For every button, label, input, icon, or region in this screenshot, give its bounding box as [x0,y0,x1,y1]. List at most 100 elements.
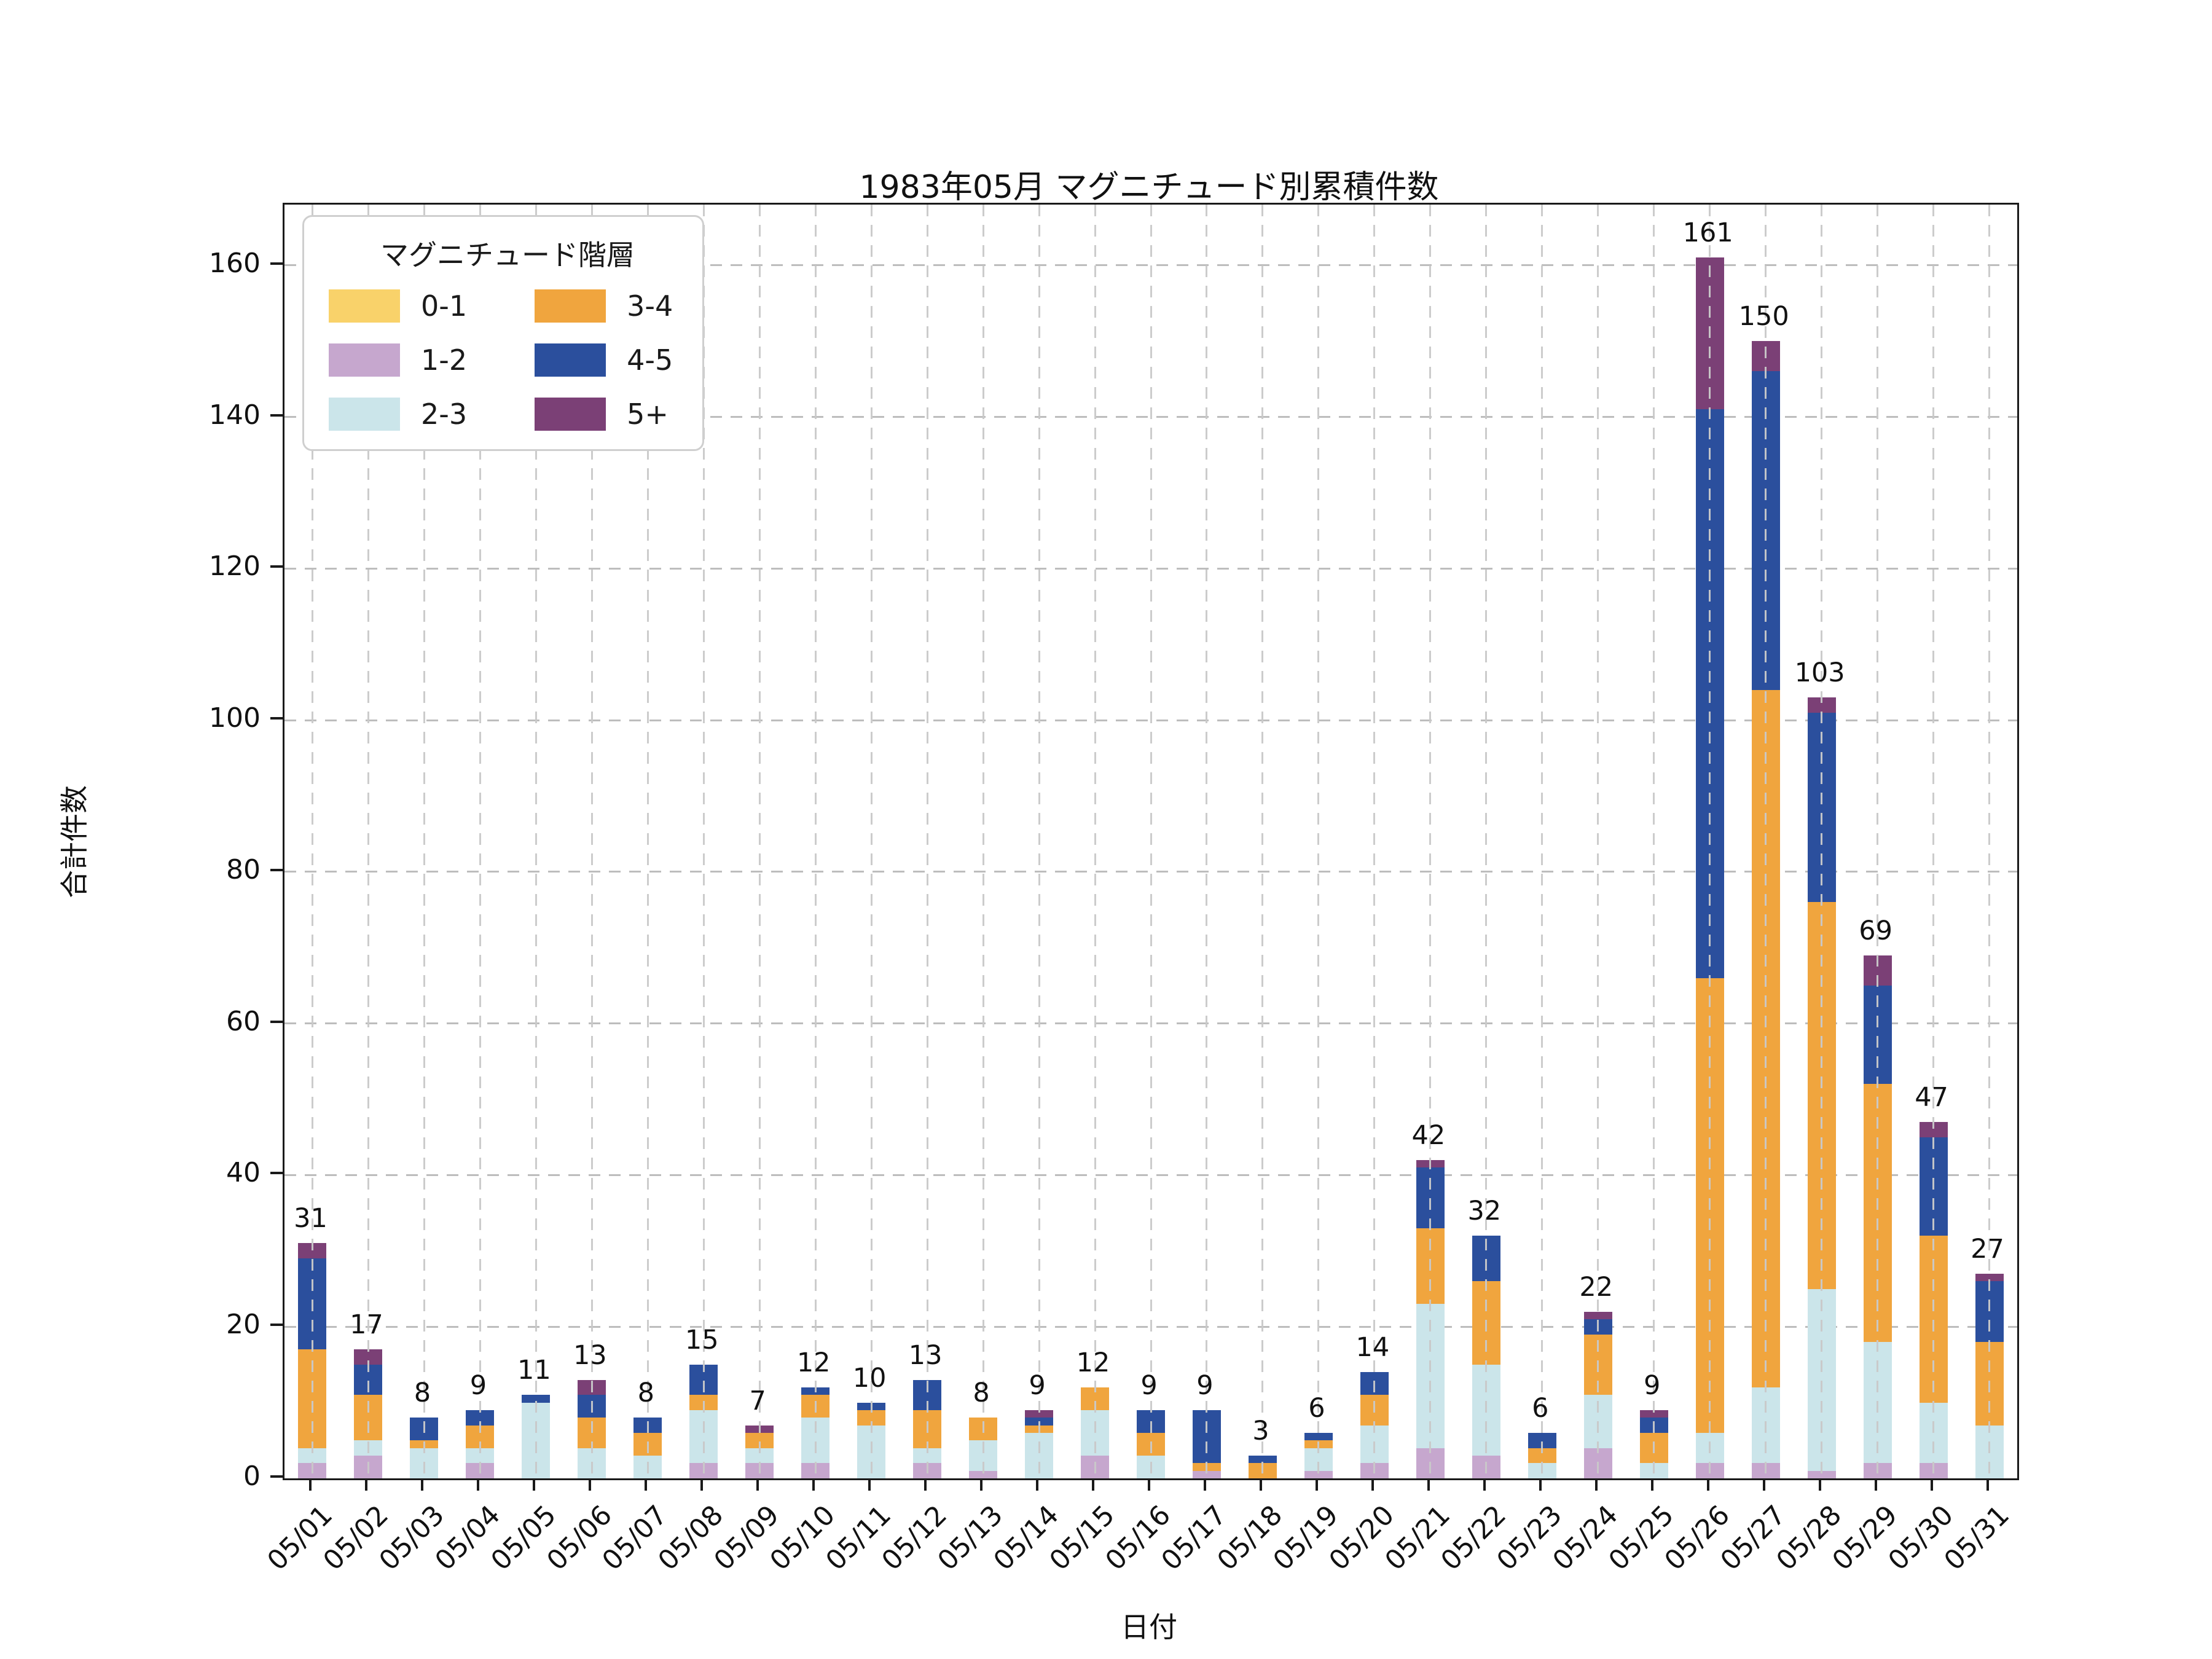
x-tick-mark [1986,1478,1989,1491]
bar-total-label: 9 [1140,1370,1158,1401]
legend-swatch-3-4 [535,289,606,323]
x-tick-mark [365,1478,368,1491]
vgridline-05/07 [646,205,649,1478]
x-tick-mark [309,1478,312,1491]
y-tick-label: 20 [226,1309,261,1341]
vgridline-05/14 [1038,205,1040,1478]
x-tick-mark [1315,1478,1318,1491]
vgridline-05/16 [1150,205,1152,1478]
x-tick-mark [1371,1478,1374,1491]
vgridline-05/11 [870,205,873,1478]
y-tick-mark [270,262,283,265]
x-tick-label: 05/15 [1043,1499,1121,1577]
x-tick-mark [645,1478,648,1491]
bar-total-label: 3 [1252,1415,1269,1446]
bar-total-label: 31 [294,1203,327,1234]
y-tick-label: 60 [226,1005,261,1037]
bar-total-label: 32 [1467,1196,1502,1227]
x-tick-label: 05/27 [1714,1499,1792,1577]
vgridline-05/27 [1765,205,1767,1478]
vgridline-05/06 [590,205,593,1478]
bar-total-label: 14 [1355,1332,1390,1363]
x-tick-mark [1706,1478,1709,1491]
vgridline-05/25 [1653,205,1655,1478]
x-tick-mark [700,1478,704,1491]
bar-total-label: 11 [517,1355,551,1386]
bar-total-label: 9 [469,1370,487,1401]
x-tick-label: 05/17 [1155,1499,1233,1577]
y-tick-mark [270,1475,283,1478]
vgridline-05/26 [1709,205,1711,1478]
x-tick-label: 05/22 [1435,1499,1513,1577]
x-tick-mark [1762,1478,1765,1491]
y-tick-label: 100 [209,702,261,734]
x-tick-label: 05/20 [1323,1499,1401,1577]
x-tick-label: 05/28 [1770,1499,1848,1577]
y-tick-label: 120 [209,551,261,582]
vgridline-05/31 [1988,205,1991,1478]
y-tick-mark [270,414,283,417]
x-tick-mark [1650,1478,1653,1491]
vgridline-05/29 [1877,205,1879,1478]
y-tick-mark [270,565,283,568]
legend-swatch-5+ [535,398,606,431]
vgridline-05/17 [1206,205,1208,1478]
x-tick-label: 05/12 [876,1499,954,1577]
x-tick-mark [868,1478,871,1491]
vgridline-05/10 [814,205,817,1478]
y-tick-label: 80 [226,853,261,885]
vgridline-05/19 [1317,205,1320,1478]
vgridline-05/12 [926,205,928,1478]
vgridline-05/24 [1597,205,1599,1478]
bar-total-label: 13 [908,1339,943,1371]
bar-total-label: 8 [414,1378,431,1409]
x-tick-mark [589,1478,592,1491]
y-tick-label: 0 [243,1461,261,1492]
bar-total-label: 42 [1411,1120,1446,1151]
legend-items: 0-1 1-2 2-3 3-4 4-5 5+ [329,289,673,431]
x-tick-mark [1259,1478,1262,1491]
x-tick-mark [980,1478,983,1491]
x-tick-label: 05/26 [1658,1499,1736,1577]
vgridline-05/04 [479,205,481,1478]
legend-swatch-0-1 [329,289,400,323]
x-tick-label: 05/01 [261,1499,339,1577]
plot-area [283,203,2019,1480]
x-tick-mark [477,1478,480,1491]
legend-label: 4-5 [627,343,673,377]
y-tick-mark [270,1172,283,1175]
legend-item-3-4: 3-4 [535,289,673,323]
bar-total-label: 12 [1076,1347,1110,1378]
x-tick-label: 05/31 [1938,1499,2015,1577]
bar-total-label: 12 [796,1347,831,1378]
bar-total-label: 10 [852,1362,887,1394]
x-tick-label: 05/19 [1267,1499,1345,1577]
y-tick-mark [270,1324,283,1327]
vgridline-05/13 [982,205,984,1478]
y-tick-mark [270,1020,283,1023]
x-tick-mark [1818,1478,1821,1491]
legend-label: 5+ [627,398,669,431]
x-tick-label: 05/30 [1882,1499,1959,1577]
x-tick-mark [1203,1478,1206,1491]
vgridline-05/18 [1261,205,1264,1478]
x-tick-mark [421,1478,424,1491]
y-tick-mark [270,717,283,720]
bar-total-label: 9 [1644,1370,1661,1401]
y-axis-label: 合計件数 [58,785,91,898]
x-tick-label: 05/29 [1826,1499,1904,1577]
x-tick-mark [1148,1478,1150,1491]
bar-total-label: 150 [1738,301,1789,332]
x-tick-label: 05/23 [1491,1499,1569,1577]
legend-label: 0-1 [421,289,468,323]
bar-total-label: 17 [350,1309,383,1341]
bar-total-label: 9 [1196,1370,1214,1401]
vgridline-05/21 [1429,205,1432,1478]
bar-total-label: 8 [973,1378,990,1409]
x-tick-label: 05/14 [987,1499,1065,1577]
bar-total-label: 8 [637,1378,654,1409]
y-tick-mark [270,868,283,871]
bar-total-label: 69 [1859,915,1892,946]
x-tick-label: 05/13 [931,1499,1010,1577]
